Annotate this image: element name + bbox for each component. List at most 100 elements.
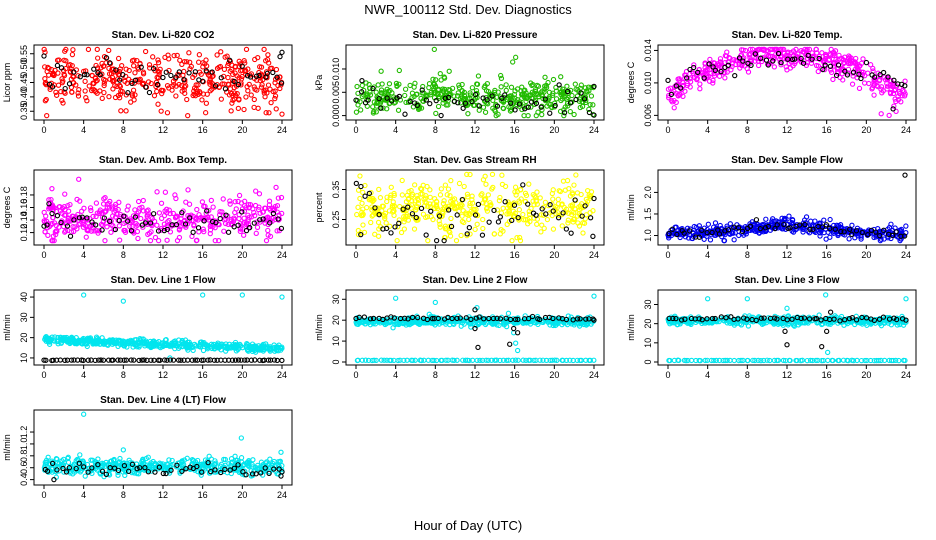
data-point bbox=[67, 68, 74, 74]
data-point bbox=[703, 67, 709, 74]
data-point bbox=[49, 237, 56, 244]
data-point bbox=[561, 204, 567, 211]
data-point bbox=[880, 69, 887, 76]
x-tick-label: 20 bbox=[237, 125, 247, 135]
data-point bbox=[353, 109, 360, 115]
data-point bbox=[200, 292, 206, 298]
y-tick-label: 10 bbox=[643, 338, 653, 348]
data-point bbox=[55, 82, 62, 88]
data-point bbox=[727, 221, 733, 227]
data-point bbox=[169, 83, 175, 89]
data-point bbox=[245, 202, 252, 208]
data-point bbox=[201, 203, 207, 210]
data-point bbox=[767, 46, 773, 53]
data-point bbox=[402, 111, 408, 117]
data-point bbox=[711, 73, 718, 79]
data-point bbox=[42, 64, 48, 70]
data-point bbox=[407, 98, 413, 105]
data-point bbox=[590, 233, 596, 239]
data-point bbox=[205, 72, 212, 78]
data-point bbox=[46, 201, 52, 207]
data-point bbox=[846, 236, 852, 242]
data-point bbox=[181, 58, 188, 65]
data-point bbox=[178, 83, 185, 89]
data-point bbox=[497, 231, 503, 237]
data-point bbox=[539, 206, 545, 212]
data-point bbox=[437, 192, 444, 198]
data-point bbox=[576, 223, 583, 229]
data-point bbox=[264, 70, 271, 76]
data-point bbox=[436, 218, 442, 224]
data-point bbox=[430, 76, 436, 82]
data-point bbox=[236, 97, 242, 103]
data-point bbox=[121, 227, 127, 234]
data-point bbox=[433, 202, 440, 208]
data-point bbox=[406, 188, 412, 195]
data-point bbox=[86, 83, 92, 89]
data-point bbox=[270, 69, 276, 76]
data-point bbox=[543, 211, 549, 217]
data-point bbox=[396, 67, 402, 74]
data-point bbox=[821, 57, 827, 64]
data-point bbox=[267, 86, 273, 92]
data-point bbox=[472, 212, 479, 218]
chart-title: Stan. Dev. Amb. Box Temp. bbox=[99, 155, 227, 166]
data-point bbox=[821, 229, 827, 236]
data-point bbox=[550, 208, 556, 214]
data-point bbox=[375, 82, 381, 88]
data-point bbox=[225, 74, 231, 81]
data-point bbox=[195, 225, 202, 231]
data-point bbox=[234, 91, 240, 97]
data-point bbox=[479, 232, 486, 238]
data-point bbox=[445, 94, 452, 101]
data-point bbox=[491, 231, 497, 237]
data-point bbox=[755, 62, 762, 69]
x-tick-label: 24 bbox=[901, 370, 911, 380]
data-point bbox=[412, 182, 418, 188]
data-point bbox=[423, 97, 429, 103]
data-point bbox=[448, 223, 455, 230]
data-point bbox=[210, 204, 216, 210]
data-point bbox=[107, 198, 113, 205]
data-point bbox=[831, 63, 837, 69]
data-point bbox=[902, 83, 908, 89]
data-point bbox=[573, 86, 579, 92]
data-point bbox=[214, 65, 221, 72]
data-point bbox=[91, 66, 97, 72]
data-point bbox=[565, 217, 572, 223]
data-point bbox=[469, 193, 475, 199]
data-point bbox=[59, 97, 65, 104]
data-point bbox=[765, 52, 772, 59]
data-point bbox=[44, 112, 50, 119]
data-point bbox=[190, 229, 196, 235]
data-point bbox=[480, 104, 487, 110]
data-point bbox=[275, 195, 282, 201]
data-point bbox=[892, 86, 899, 93]
data-point bbox=[264, 56, 271, 63]
data-point bbox=[727, 55, 733, 61]
data-point bbox=[809, 56, 815, 62]
data-point bbox=[491, 89, 498, 96]
data-point bbox=[191, 72, 198, 78]
data-point bbox=[480, 95, 486, 101]
data-point bbox=[177, 57, 183, 63]
data-point bbox=[142, 220, 149, 226]
data-point bbox=[691, 62, 697, 68]
x-tick-label: 8 bbox=[745, 370, 750, 380]
data-point bbox=[820, 66, 826, 73]
data-point bbox=[826, 57, 832, 63]
data-points bbox=[665, 46, 908, 119]
data-point bbox=[255, 55, 261, 61]
plot-frame bbox=[33, 44, 293, 121]
data-point bbox=[231, 90, 238, 96]
data-point bbox=[251, 209, 257, 216]
data-point bbox=[582, 203, 588, 209]
data-point bbox=[856, 71, 862, 77]
data-point bbox=[81, 221, 87, 227]
data-point bbox=[473, 206, 479, 213]
data-point bbox=[76, 86, 82, 93]
data-point bbox=[59, 80, 65, 86]
data-point bbox=[500, 228, 506, 234]
data-point bbox=[482, 173, 488, 179]
data-point bbox=[431, 85, 437, 91]
